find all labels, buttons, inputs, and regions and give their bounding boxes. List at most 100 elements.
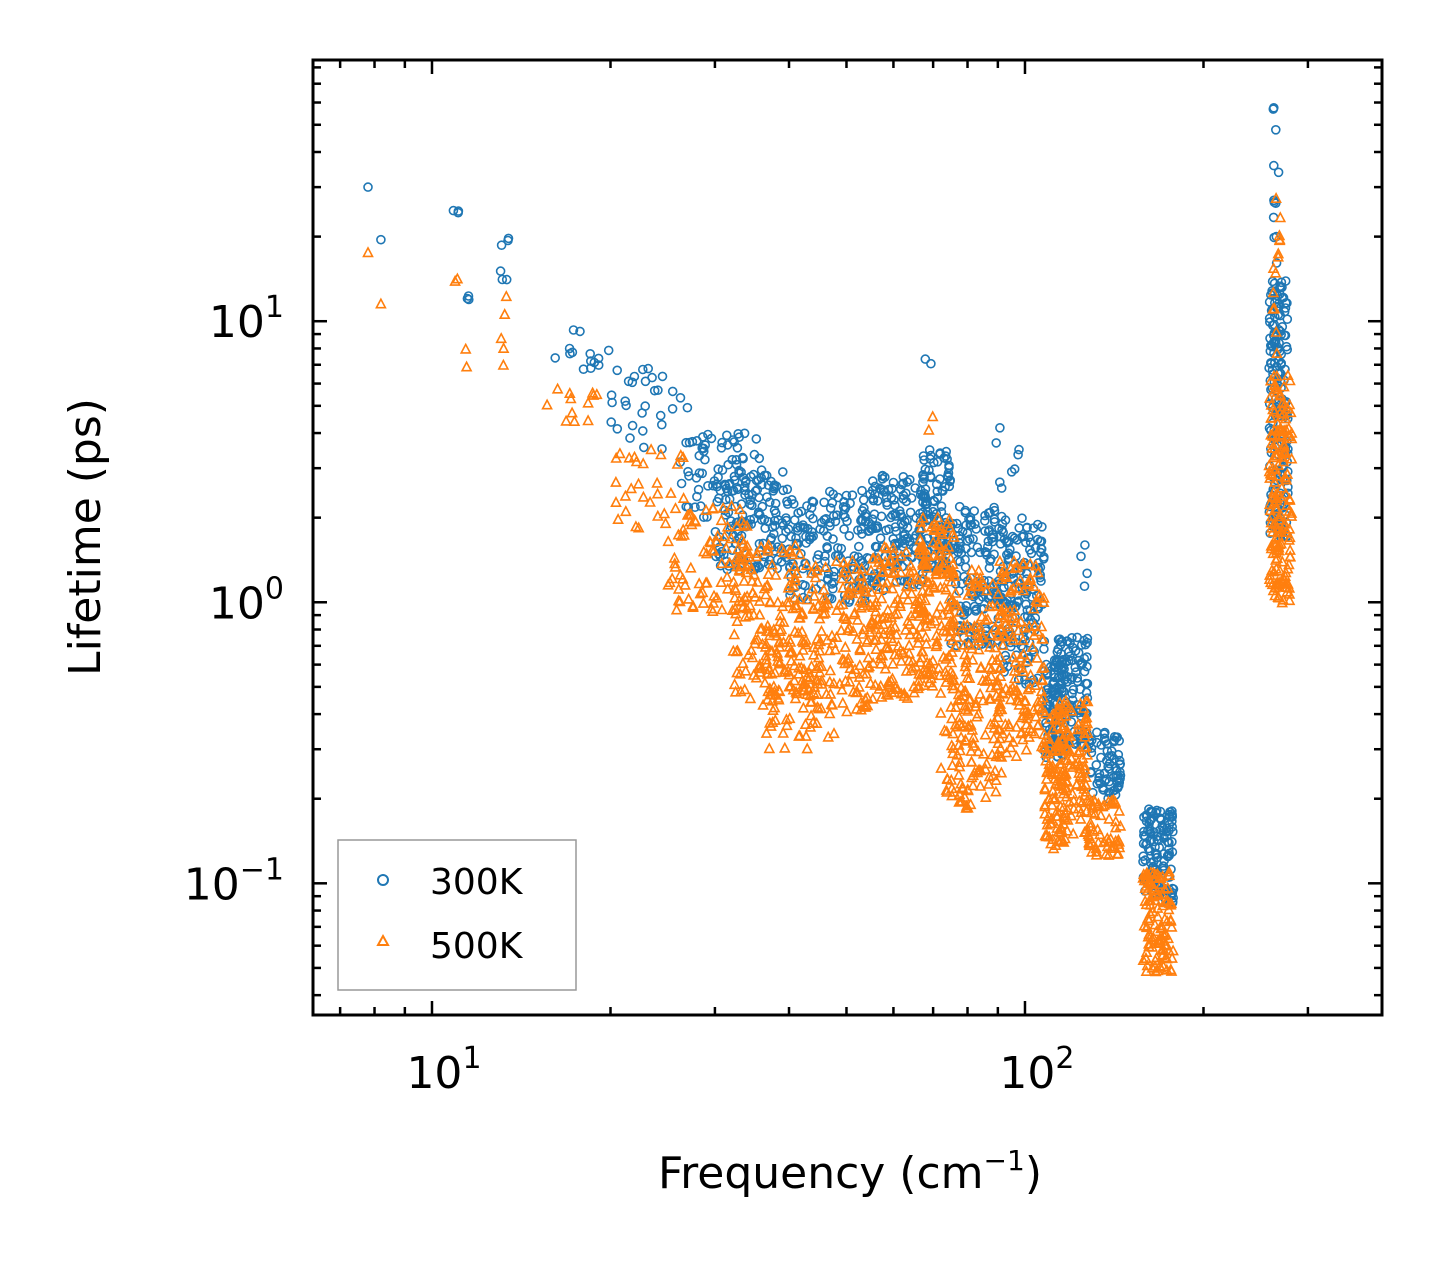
data-point-500k	[1038, 661, 1050, 673]
data-point-500k	[1053, 737, 1065, 749]
data-point-300k	[890, 508, 901, 519]
data-point-500k	[839, 674, 852, 686]
data-point-300k	[997, 524, 1007, 535]
data-point-300k	[687, 436, 698, 447]
data-point-300k	[1164, 848, 1174, 859]
data-point-500k	[945, 773, 958, 785]
data-point-300k	[1011, 601, 1021, 612]
data-point-500k	[931, 635, 943, 647]
data-point-300k	[720, 480, 731, 491]
data-point-300k	[806, 532, 817, 543]
data-point-300k	[800, 580, 810, 591]
data-point-500k	[805, 709, 817, 721]
data-point-300k	[982, 541, 993, 552]
data-point-500k	[969, 700, 982, 712]
data-point-500k	[715, 557, 728, 569]
data-point-500k	[883, 559, 896, 571]
data-point-500k	[880, 687, 893, 699]
data-point-500k	[754, 622, 767, 634]
data-point-500k	[1285, 506, 1298, 518]
data-point-500k	[994, 669, 1007, 682]
data-point-300k	[823, 575, 833, 585]
data-point-300k	[896, 479, 907, 490]
data-point-500k	[886, 582, 899, 594]
data-point-500k	[850, 686, 862, 698]
data-point-500k	[993, 723, 1006, 735]
data-point-300k	[890, 522, 901, 532]
data-point-300k	[734, 432, 745, 443]
data-point-500k	[1060, 743, 1073, 755]
data-point-500k	[1007, 633, 1019, 645]
axis-ticks	[313, 60, 1384, 1015]
data-point-500k	[812, 651, 825, 663]
data-point-500k	[449, 274, 461, 286]
data-point-500k	[942, 600, 955, 612]
data-point-300k	[937, 485, 948, 496]
data-point-500k	[1074, 744, 1086, 756]
data-point-500k	[848, 608, 861, 620]
data-point-500k	[1265, 436, 1278, 448]
data-point-300k	[1080, 639, 1091, 650]
data-point-500k	[994, 650, 1007, 662]
data-point-500k	[919, 619, 932, 631]
data-point-500k	[962, 588, 975, 600]
data-point-500k	[789, 539, 802, 551]
data-point-500k	[1278, 424, 1290, 436]
data-point-500k	[1273, 229, 1286, 241]
data-point-500k	[887, 541, 899, 553]
data-point-500k	[1103, 835, 1116, 847]
data-point-500k	[1067, 827, 1080, 839]
data-point-500k	[810, 716, 823, 729]
data-point-500k	[932, 661, 945, 673]
data-point-300k	[700, 440, 711, 450]
data-point-300k	[928, 457, 939, 468]
data-point-300k	[1076, 640, 1087, 650]
data-point-300k	[944, 462, 954, 473]
data-point-500k	[1064, 729, 1077, 742]
data-point-500k	[857, 667, 870, 679]
data-point-300k	[920, 464, 931, 475]
data-point-300k	[984, 563, 995, 573]
data-point-500k	[913, 609, 926, 621]
data-point-500k	[1094, 828, 1106, 840]
data-point-500k	[947, 668, 959, 680]
data-point-300k	[1058, 654, 1069, 665]
data-point-300k	[960, 507, 971, 518]
data-point-500k	[1166, 951, 1178, 963]
data-point-500k	[902, 614, 914, 626]
data-point-500k	[1000, 682, 1012, 694]
data-point-500k	[1106, 795, 1118, 807]
data-point-500k	[707, 501, 719, 513]
data-point-500k	[812, 599, 824, 611]
data-point-500k	[1074, 697, 1087, 709]
data-point-500k	[731, 614, 744, 627]
data-point-500k	[775, 623, 788, 635]
data-point-300k	[1138, 856, 1148, 867]
data-point-500k	[908, 686, 921, 698]
data-point-300k	[629, 371, 640, 382]
data-point-300k	[676, 478, 687, 489]
data-point-500k	[920, 637, 933, 649]
data-point-500k	[740, 602, 753, 614]
data-point-500k	[1061, 803, 1074, 815]
data-point-500k	[1073, 759, 1086, 771]
data-point-500k	[806, 582, 819, 594]
data-point-500k	[735, 514, 748, 526]
data-point-500k	[1285, 509, 1298, 521]
data-point-500k	[875, 690, 888, 702]
data-point-300k	[1072, 673, 1083, 683]
data-point-300k	[1057, 636, 1068, 647]
data-point-300k	[815, 524, 825, 534]
data-point-300k	[1112, 732, 1122, 743]
data-point-500k	[1283, 493, 1296, 505]
data-point-500k	[1039, 798, 1051, 810]
data-point-300k	[887, 483, 897, 494]
data-point-500k	[1026, 640, 1039, 652]
data-point-500k	[1023, 730, 1035, 742]
data-point-500k	[451, 272, 464, 284]
data-point-300k	[749, 449, 760, 460]
data-point-500k	[781, 719, 793, 731]
data-point-500k	[859, 585, 872, 597]
data-point-500k	[872, 552, 884, 564]
data-point-500k	[981, 673, 994, 685]
